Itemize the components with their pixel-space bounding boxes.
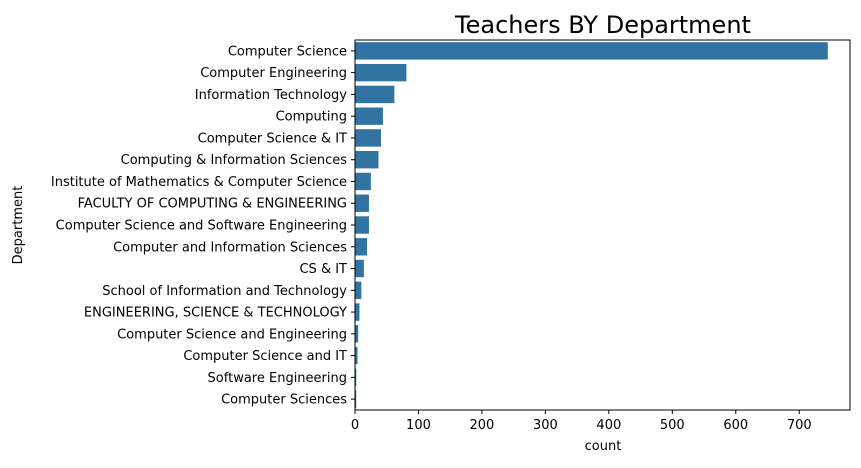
bar	[355, 42, 828, 60]
y-tick-label: Software Engineering	[208, 371, 347, 386]
y-tick-label: Information Technology	[195, 88, 348, 103]
y-tick-label: ENGINEERING, SCIENCE & TECHNOLOGY	[84, 306, 347, 321]
y-tick-label: FACULTY OF COMPUTING & ENGINEERING	[78, 197, 347, 212]
y-tick-label: Computer Science	[228, 44, 347, 59]
y-tick-label: Computer and Information Sciences	[113, 240, 347, 255]
x-tick-label: 100	[406, 418, 431, 433]
y-tick-label: Computer Science and Engineering	[117, 327, 347, 342]
x-tick-label: 0	[351, 418, 359, 433]
bar	[355, 172, 371, 191]
x-axis-label: count	[585, 439, 622, 454]
bar	[355, 390, 357, 408]
y-tick-label: Computing	[276, 110, 347, 125]
y-ticks-group: Computer Science Computer Engineering Info…	[51, 44, 355, 408]
plot-frame	[354, 39, 851, 411]
x-tick-label: 500	[660, 418, 685, 433]
bar	[355, 151, 379, 169]
y-axis-label: Department	[11, 186, 26, 265]
y-tick-label: Computer Science and Software Engineerin…	[56, 219, 347, 234]
x-tick-label: 200	[470, 418, 495, 433]
bar	[355, 368, 357, 387]
bar	[355, 325, 359, 343]
y-tick-label: Institute of Mathematics & Computer Scie…	[51, 175, 347, 190]
bar	[355, 346, 358, 365]
x-tick-label: 300	[533, 418, 558, 433]
y-tick-label: Computer Sciences	[221, 393, 347, 408]
x-tick-label: 400	[596, 418, 621, 433]
x-tick-label: 600	[723, 418, 748, 433]
y-tick-label: Computing & Information Sciences	[121, 153, 348, 168]
bar	[355, 85, 395, 104]
bar	[355, 303, 360, 321]
y-tick-label: Computer Science & IT	[198, 131, 347, 146]
y-tick-label: Computer Engineering	[200, 66, 347, 81]
y-tick-label: Computer Science and IT	[183, 349, 347, 364]
bars-group	[355, 42, 828, 408]
x-tick-label: 700	[787, 418, 812, 433]
bar	[355, 259, 364, 278]
chart-title: Teachers BY Department	[454, 11, 751, 39]
y-tick-label: CS & IT	[299, 262, 347, 277]
x-ticks-group: 0 100 200 300 400 500 600 700	[351, 410, 812, 433]
bar	[355, 238, 368, 256]
bar	[355, 194, 369, 212]
bar	[355, 216, 369, 234]
bar	[355, 107, 383, 125]
bar	[355, 63, 407, 82]
y-tick-label: School of Information and Technology	[102, 284, 347, 299]
bar	[355, 129, 382, 147]
bar	[355, 281, 362, 299]
